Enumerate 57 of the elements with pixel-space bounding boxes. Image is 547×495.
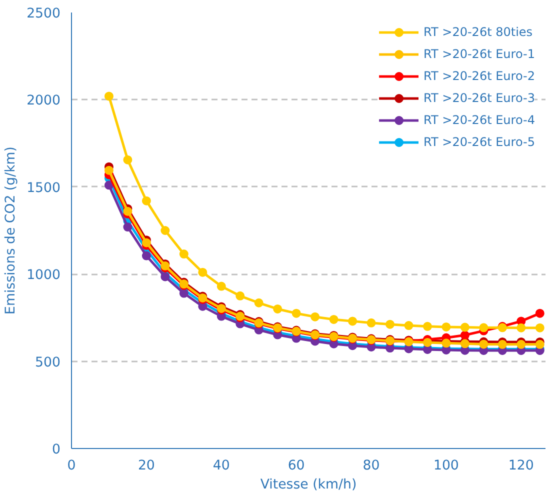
point [104, 166, 114, 175]
point [498, 340, 507, 349]
legend-label: RT >20-26t 80ties [424, 25, 533, 39]
point [460, 330, 470, 340]
point [366, 318, 376, 328]
point [198, 268, 208, 277]
point [142, 238, 151, 248]
point [479, 323, 488, 332]
point [292, 308, 301, 318]
point [516, 323, 526, 332]
legend-label: RT >20-26t Euro-2 [424, 69, 535, 83]
point [123, 206, 132, 216]
point [422, 322, 432, 331]
point [236, 291, 245, 300]
point [535, 323, 544, 332]
point [386, 320, 394, 329]
point [216, 282, 226, 291]
legend-label: RT >20-26t Euro-3 [424, 91, 535, 105]
point [535, 308, 544, 318]
legend-label: RT >20-26t Euro-1 [424, 47, 535, 61]
point [123, 222, 132, 232]
point [442, 322, 451, 332]
x-tick-label: 40 [212, 458, 230, 474]
point [142, 251, 151, 260]
point [179, 250, 188, 259]
point [329, 314, 338, 324]
x-tick-label: 60 [288, 458, 305, 474]
x-tick-label: 80 [362, 458, 380, 474]
y-axis-title: Emissions de CO2 (g/km) [4, 146, 19, 314]
point [404, 321, 414, 330]
point [535, 340, 544, 349]
point [104, 92, 114, 101]
y-tick-label: 2000 [26, 94, 61, 109]
x-tick-label: 0 [67, 458, 76, 474]
x-tick-label: 100 [433, 458, 459, 474]
y-tick-label: 500 [35, 355, 61, 370]
point [516, 340, 526, 349]
point [460, 322, 470, 332]
legend-label: RT >20-26t Euro-4 [424, 113, 535, 127]
point [179, 288, 188, 298]
point [273, 304, 282, 314]
point [160, 226, 170, 235]
y-tick-label: 1000 [26, 268, 61, 284]
x-axis-title: Vitesse (km/h) [260, 478, 357, 492]
y-tick-label: 1500 [26, 180, 61, 196]
x-tick-label: 20 [138, 458, 155, 474]
point [348, 316, 358, 326]
point [142, 196, 151, 206]
point [254, 298, 264, 308]
x-tick-label: 120 [508, 458, 534, 474]
point [310, 312, 320, 322]
point [123, 155, 132, 164]
point [104, 180, 114, 190]
legend-label: RT >20-26t Euro-5 [424, 135, 535, 149]
y-tick-label: 0 [52, 442, 61, 458]
point [479, 340, 488, 349]
y-tick-label: 2500 [26, 6, 61, 22]
